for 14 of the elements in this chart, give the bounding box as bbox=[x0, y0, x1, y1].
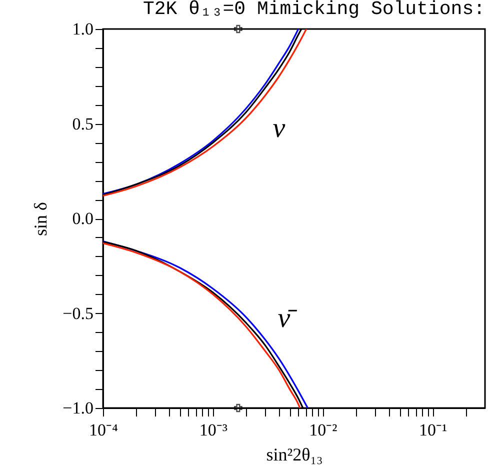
x-tick-label: 10⁻² bbox=[309, 420, 338, 440]
x-axis-title: sin²2θ₁₃ bbox=[266, 444, 323, 464]
y-tick-label: −1.0 bbox=[62, 398, 94, 418]
x-tick-label: 10⁻³ bbox=[199, 420, 228, 440]
y-tick-label: 0.5 bbox=[72, 114, 94, 134]
x-tick-label: 10⁻⁴ bbox=[89, 420, 118, 440]
y-tick-label: 1.0 bbox=[72, 20, 94, 38]
y-tick-label: −0.5 bbox=[62, 304, 94, 323]
chart-title: T2K θ₁₃=0 Mimicking Solutions: bbox=[142, 0, 485, 20]
y-axis-title: sin δ bbox=[30, 202, 51, 236]
annotation: ν̄ bbox=[278, 303, 298, 334]
annotation: ν bbox=[272, 113, 286, 144]
y-tick-label: 0.0 bbox=[72, 209, 94, 228]
x-tick-label: 10⁻¹ bbox=[419, 420, 448, 440]
